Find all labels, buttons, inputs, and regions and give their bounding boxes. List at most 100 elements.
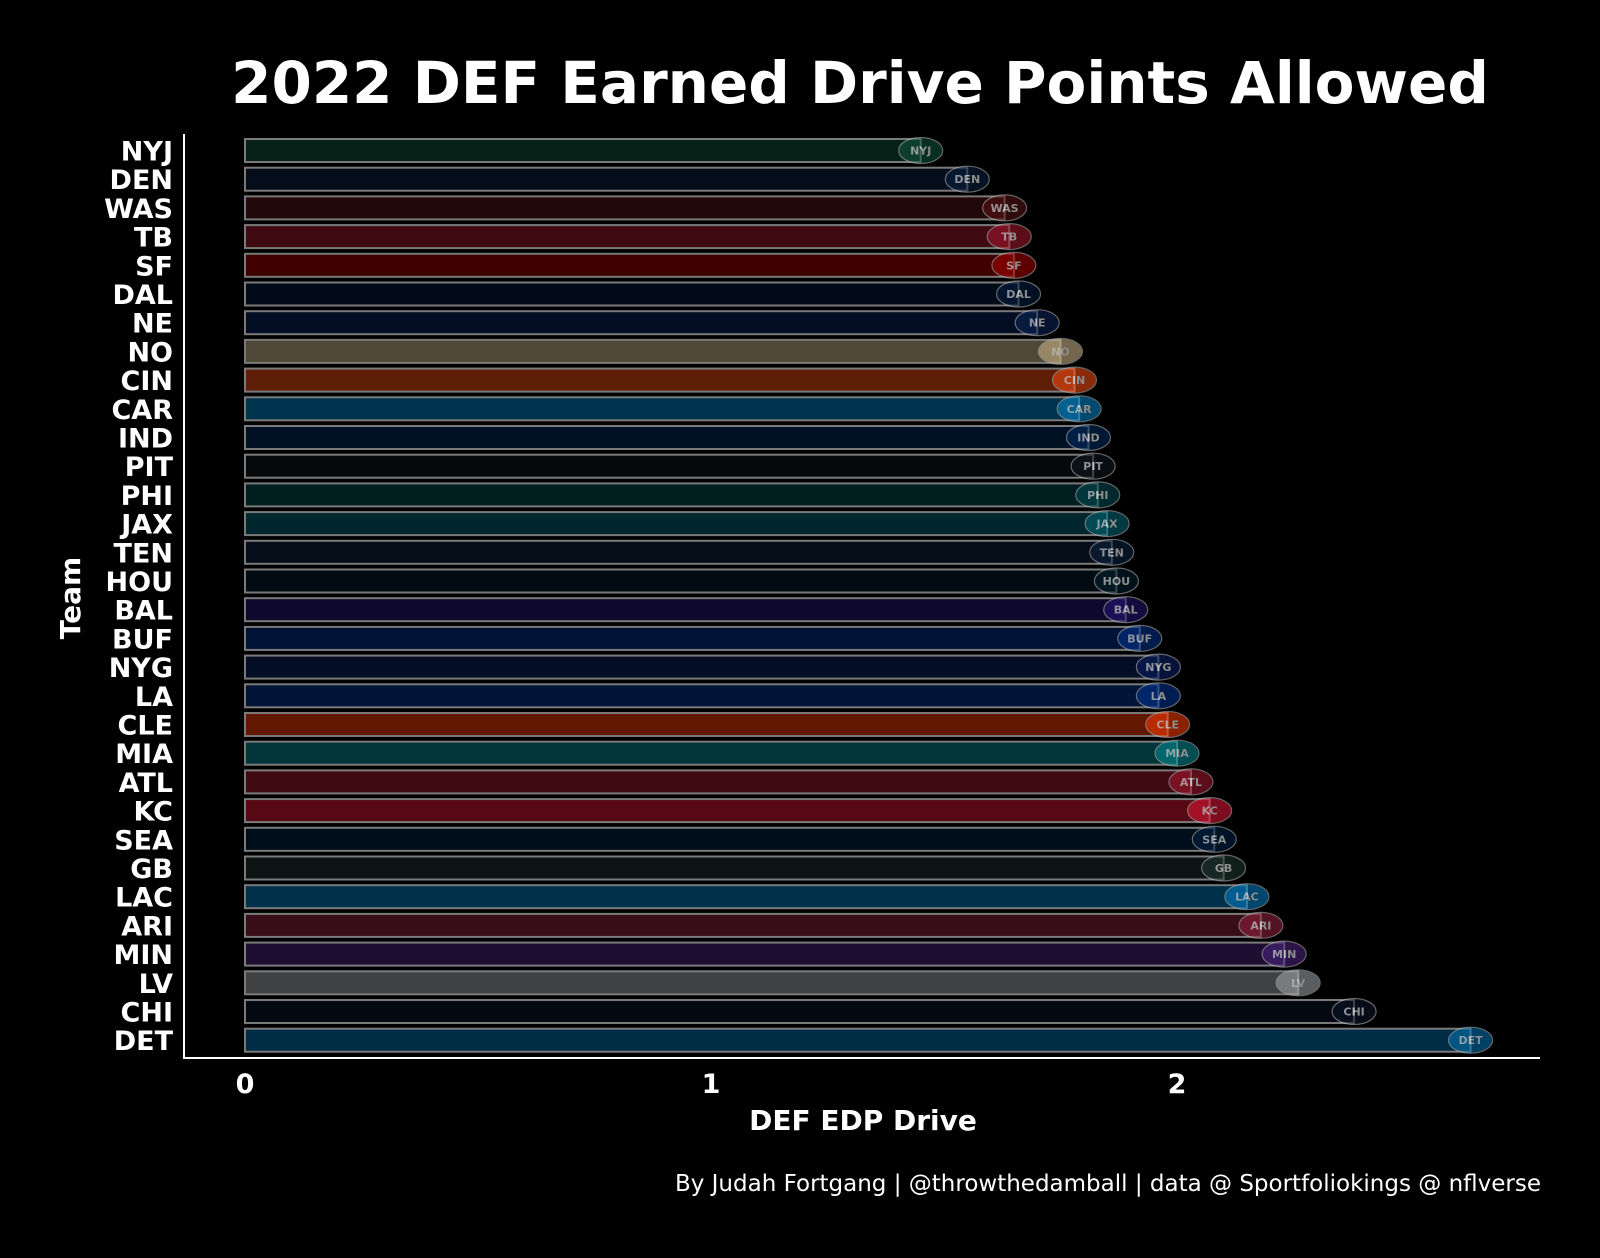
svg-text:ARI: ARI xyxy=(1250,919,1271,932)
y-tick-ten: TEN xyxy=(114,538,173,569)
team-logo-ari: ARI xyxy=(1238,911,1284,940)
bars-group xyxy=(244,138,1472,1053)
team-logo-atl: ATL xyxy=(1168,768,1214,796)
bar-ten xyxy=(244,539,1113,565)
bar-pit xyxy=(244,453,1095,479)
svg-text:TB: TB xyxy=(1001,231,1017,244)
team-logo-cin: CIN xyxy=(1051,366,1098,394)
y-axis-label: Team xyxy=(54,557,87,639)
bar-sea xyxy=(244,826,1216,852)
svg-text:CHI: CHI xyxy=(1343,1006,1364,1019)
team-logo-sf: SF xyxy=(991,251,1037,279)
y-tick-no: NO xyxy=(127,337,173,368)
svg-text:GB: GB xyxy=(1215,862,1232,875)
svg-text:DAL: DAL xyxy=(1006,288,1031,301)
bar-car xyxy=(244,396,1081,422)
chart-caption: By Judah Fortgang | @throwthedamball | d… xyxy=(675,1171,1541,1197)
team-logo-jax: JAX xyxy=(1084,509,1130,538)
y-tick-labels: NYJDENWASTBSFDALNENOCINCARINDPITPHIJAXTE… xyxy=(104,137,173,1058)
team-logo-tb: TB xyxy=(986,223,1032,251)
svg-text:DET: DET xyxy=(1459,1034,1484,1047)
bar-no xyxy=(244,338,1062,364)
svg-text:SF: SF xyxy=(1006,259,1021,272)
y-tick-gb: GB xyxy=(130,854,173,885)
bar-mia xyxy=(244,740,1178,766)
y-tick-ari: ARI xyxy=(121,911,173,942)
bar-bal xyxy=(244,597,1127,623)
svg-text:IND: IND xyxy=(1077,432,1099,445)
svg-text:KC: KC xyxy=(1202,805,1218,818)
x-tick-1: 1 xyxy=(702,1069,721,1100)
team-logo-buf: BUF xyxy=(1117,624,1163,653)
team-logo-den: DEN xyxy=(944,165,990,193)
bar-phi xyxy=(244,482,1099,508)
svg-text:PHI: PHI xyxy=(1087,489,1108,502)
svg-text:HOU: HOU xyxy=(1103,575,1131,588)
bar-chi xyxy=(244,999,1356,1024)
svg-text:PIT: PIT xyxy=(1083,460,1103,473)
team-logo-phi: PHI xyxy=(1075,481,1121,509)
x-tick-labels: 0 1 2 xyxy=(236,1069,1187,1100)
bar-buf xyxy=(244,625,1141,651)
y-tick-atl: ATL xyxy=(119,768,173,799)
svg-text:LA: LA xyxy=(1151,690,1167,703)
y-tick-sea: SEA xyxy=(114,825,173,856)
bar-gb xyxy=(244,855,1225,881)
chart-title: 2022 DEF Earned Drive Points Allowed xyxy=(231,49,1489,117)
team-logo-gb: GB xyxy=(1200,854,1247,882)
bar-ind xyxy=(244,425,1090,450)
y-tick-tb: TB xyxy=(134,223,173,254)
team-logo-bal: BAL xyxy=(1103,596,1149,624)
bar-la xyxy=(244,683,1160,709)
team-logo-det: DET xyxy=(1447,1026,1494,1054)
y-tick-bal: BAL xyxy=(114,596,173,627)
bar-den xyxy=(244,166,969,192)
y-tick-car: CAR xyxy=(111,395,173,426)
svg-text:CIN: CIN xyxy=(1064,374,1085,387)
bar-cle xyxy=(244,712,1169,737)
svg-text:NE: NE xyxy=(1029,317,1046,330)
svg-text:LV: LV xyxy=(1291,977,1305,990)
svg-text:BUF: BUF xyxy=(1127,632,1152,645)
team-logo-hou: HOU xyxy=(1093,567,1140,595)
team-logo-min: MIN xyxy=(1261,940,1307,968)
svg-text:NYJ: NYJ xyxy=(910,145,931,158)
y-tick-hou: HOU xyxy=(106,567,173,598)
y-tick-lv: LV xyxy=(139,969,173,1000)
team-logo-lv: LV xyxy=(1275,969,1321,997)
y-tick-lac: LAC xyxy=(115,883,173,914)
y-tick-was: WAS xyxy=(104,194,173,225)
bar-lv xyxy=(244,970,1300,996)
team-logo-sea: SEA xyxy=(1191,825,1237,853)
bar-nyj xyxy=(244,138,922,163)
bar-atl xyxy=(244,769,1192,795)
team-logos-group: NYJ DEN WAS TB SF DAL NE NO CIN CAR IND PIT PHI JAX TE… xyxy=(898,136,1494,1054)
x-tick-0: 0 xyxy=(236,1069,255,1100)
team-logo-la: LA xyxy=(1135,682,1181,710)
team-logo-was: WAS xyxy=(981,194,1028,222)
team-logo-mia: MIA xyxy=(1154,739,1200,767)
team-logo-cle: CLE xyxy=(1145,710,1191,739)
bar-min xyxy=(244,941,1286,967)
team-logo-nyj: NYJ xyxy=(898,136,944,165)
team-logo-nyg: NYG xyxy=(1135,653,1181,681)
team-logo-ind: IND xyxy=(1065,423,1112,452)
svg-text:ATL: ATL xyxy=(1180,776,1202,789)
bar-sf xyxy=(244,252,1015,278)
y-tick-nyj: NYJ xyxy=(121,137,173,168)
svg-text:CLE: CLE xyxy=(1156,719,1179,732)
svg-text:JAX: JAX xyxy=(1096,518,1119,531)
y-tick-buf: BUF xyxy=(112,624,173,655)
y-tick-pit: PIT xyxy=(125,452,174,483)
team-logo-no: NO xyxy=(1037,337,1084,365)
y-tick-chi: CHI xyxy=(121,998,173,1029)
svg-text:WAS: WAS xyxy=(991,202,1019,215)
team-logo-lac: LAC xyxy=(1224,883,1270,911)
bar-hou xyxy=(244,568,1118,594)
team-logo-ten: TEN xyxy=(1089,538,1135,566)
bar-ne xyxy=(244,310,1039,336)
x-axis-label: DEF EDP Drive xyxy=(749,1104,977,1137)
svg-text:LAC: LAC xyxy=(1235,891,1259,904)
y-tick-kc: KC xyxy=(133,797,173,828)
